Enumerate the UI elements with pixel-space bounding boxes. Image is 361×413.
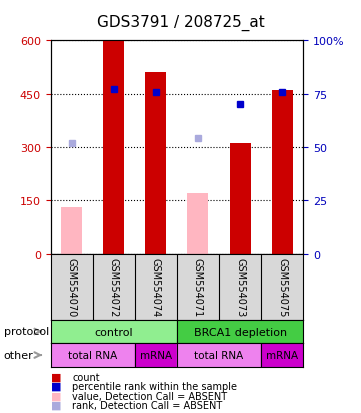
- Text: GSM554072: GSM554072: [109, 257, 119, 317]
- Text: GSM554071: GSM554071: [193, 257, 203, 317]
- Text: ■: ■: [51, 400, 61, 410]
- Text: GSM554073: GSM554073: [235, 257, 245, 317]
- Text: rank, Detection Call = ABSENT: rank, Detection Call = ABSENT: [72, 400, 222, 410]
- Bar: [51, 320, 177, 344]
- Text: mRNA: mRNA: [266, 350, 298, 361]
- Bar: [135, 344, 177, 367]
- Bar: [103, 41, 124, 254]
- Text: total RNA: total RNA: [194, 350, 244, 361]
- Bar: [145, 73, 166, 254]
- Text: total RNA: total RNA: [68, 350, 117, 361]
- Text: GSM554070: GSM554070: [66, 257, 77, 317]
- Text: GSM554074: GSM554074: [151, 257, 161, 317]
- Bar: [61, 208, 82, 254]
- Bar: [187, 194, 208, 254]
- Text: ■: ■: [51, 372, 61, 382]
- Text: GSM554075: GSM554075: [277, 257, 287, 317]
- Text: other: other: [4, 350, 33, 360]
- Text: value, Detection Call = ABSENT: value, Detection Call = ABSENT: [72, 391, 227, 401]
- Text: ■: ■: [51, 391, 61, 401]
- Text: BRCA1 depletion: BRCA1 depletion: [193, 327, 287, 337]
- Text: count: count: [72, 372, 100, 382]
- Text: protocol: protocol: [4, 327, 49, 337]
- Bar: [271, 91, 293, 254]
- Bar: [261, 344, 303, 367]
- Text: GDS3791 / 208725_at: GDS3791 / 208725_at: [97, 14, 264, 31]
- Bar: [51, 344, 135, 367]
- Bar: [177, 320, 303, 344]
- Bar: [230, 144, 251, 254]
- Text: mRNA: mRNA: [140, 350, 172, 361]
- Bar: [177, 344, 261, 367]
- Text: control: control: [95, 327, 133, 337]
- Text: percentile rank within the sample: percentile rank within the sample: [72, 381, 237, 391]
- Text: ■: ■: [51, 381, 61, 391]
